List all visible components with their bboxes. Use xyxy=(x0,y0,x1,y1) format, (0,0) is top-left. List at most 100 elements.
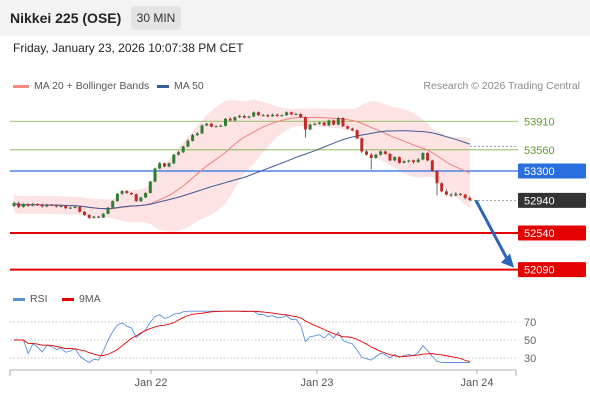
candle-body xyxy=(444,191,448,195)
x-axis: Jan 22 Jan 23 Jan 24 xyxy=(9,369,517,389)
timestamp: Friday, January 23, 2026 10:07:38 PM CET xyxy=(13,41,244,55)
rsi-ma-legend: 9MA xyxy=(62,293,101,305)
candles xyxy=(12,111,472,220)
candle-body xyxy=(369,154,373,158)
candle-body xyxy=(64,206,68,209)
candle-body xyxy=(322,122,326,126)
candle-body xyxy=(21,204,25,207)
candle-body xyxy=(238,115,242,118)
forecast-arrow-shaft xyxy=(474,199,510,262)
bollinger-legend-label: MA 20 + Bollinger Bands xyxy=(34,80,150,92)
candle-body xyxy=(388,153,392,161)
candle-body xyxy=(111,201,115,208)
candle-body xyxy=(459,193,462,195)
instrument-title: Nikkei 225 (OSE) xyxy=(10,10,122,26)
candle-body xyxy=(209,123,213,127)
candle-body xyxy=(36,204,39,206)
rsi-axis-label-70: 70 xyxy=(524,317,536,329)
level-label-52090: 52090 xyxy=(524,265,555,277)
level-label-53910: 53910 xyxy=(524,116,555,128)
rsi-panel: 70 50 30 xyxy=(10,310,536,365)
candle-body xyxy=(40,204,44,207)
candle-body xyxy=(97,216,101,218)
rsi-ma-legend-label: 9MA xyxy=(79,293,101,305)
candle-body xyxy=(148,181,152,194)
candle-body xyxy=(341,118,345,127)
candle-body xyxy=(191,135,195,141)
candle-body xyxy=(200,125,204,134)
candle-body xyxy=(181,146,185,153)
ma50-legend-label: MA 50 xyxy=(174,80,204,92)
candle-body xyxy=(379,151,383,155)
credit-text: Research © 2026 Trading Central xyxy=(423,80,580,92)
candle-body xyxy=(139,197,143,202)
interval-button[interactable]: 30 MIN xyxy=(131,6,181,30)
level-label-53300: 53300 xyxy=(524,166,555,178)
candle-body xyxy=(440,183,444,192)
candle-body xyxy=(162,163,166,167)
candle-body xyxy=(73,206,77,208)
candle-body xyxy=(54,205,58,207)
candle-body xyxy=(449,194,453,196)
candle-body xyxy=(383,151,387,154)
candle-body xyxy=(421,153,425,160)
candle-body xyxy=(346,126,350,129)
bollinger-legend: MA 20 + Bollinger Bands xyxy=(13,80,149,92)
candle-body xyxy=(303,117,307,130)
candle-body xyxy=(365,151,368,155)
candle-body xyxy=(177,152,180,155)
candle-body xyxy=(242,115,246,118)
candle-body xyxy=(397,157,401,163)
x-tick-label: Jan 23 xyxy=(300,377,333,389)
level-lines xyxy=(10,120,518,271)
candle-body xyxy=(83,211,86,216)
candle-body xyxy=(205,123,209,126)
candle-body xyxy=(271,114,274,117)
candle-body xyxy=(26,204,30,206)
candle-body xyxy=(412,160,415,163)
candle-body xyxy=(285,112,289,116)
rsi-line xyxy=(14,310,470,363)
level-label-52940: 52940 xyxy=(524,195,555,207)
moving-averages xyxy=(13,116,471,210)
candle-body xyxy=(299,113,303,118)
candle-body xyxy=(92,216,96,218)
title-bar: Nikkei 225 (OSE) 30 MIN xyxy=(0,0,590,36)
candle-body xyxy=(172,154,176,164)
ma50-swatch xyxy=(157,84,169,88)
rsi-axis-label-50: 50 xyxy=(524,335,536,347)
candle-body xyxy=(294,113,298,115)
candle-body xyxy=(407,160,411,162)
candle-body xyxy=(463,194,467,198)
level-tag-52540 xyxy=(518,225,586,241)
candle-body xyxy=(247,116,251,118)
candle-body xyxy=(374,154,378,158)
candle-body xyxy=(360,138,364,152)
candle-body xyxy=(402,161,406,163)
candle-body xyxy=(12,203,16,207)
candle-body xyxy=(130,193,133,195)
candle-body xyxy=(214,126,218,128)
candle-body xyxy=(318,122,321,124)
bollinger-swatch xyxy=(13,84,29,88)
ma50-line xyxy=(13,130,471,210)
candle-body xyxy=(308,124,312,130)
candle-body xyxy=(256,112,260,116)
candle-body xyxy=(153,168,157,182)
candle-body xyxy=(120,190,124,194)
candle-body xyxy=(78,206,82,212)
candle-body xyxy=(454,193,458,196)
candle-body xyxy=(101,213,105,218)
level-label-53560: 53560 xyxy=(524,145,555,157)
candle-body xyxy=(31,204,35,206)
level-label-52540: 52540 xyxy=(524,228,555,240)
candle-body xyxy=(125,190,129,194)
candle-body xyxy=(224,118,227,126)
rsi-legend: RSI xyxy=(13,293,48,305)
level-tag-53300 xyxy=(518,163,586,179)
candle-body xyxy=(106,207,110,214)
rsi-ma-swatch xyxy=(62,297,74,301)
rsi-swatch xyxy=(13,297,25,301)
candle-body xyxy=(426,153,430,161)
